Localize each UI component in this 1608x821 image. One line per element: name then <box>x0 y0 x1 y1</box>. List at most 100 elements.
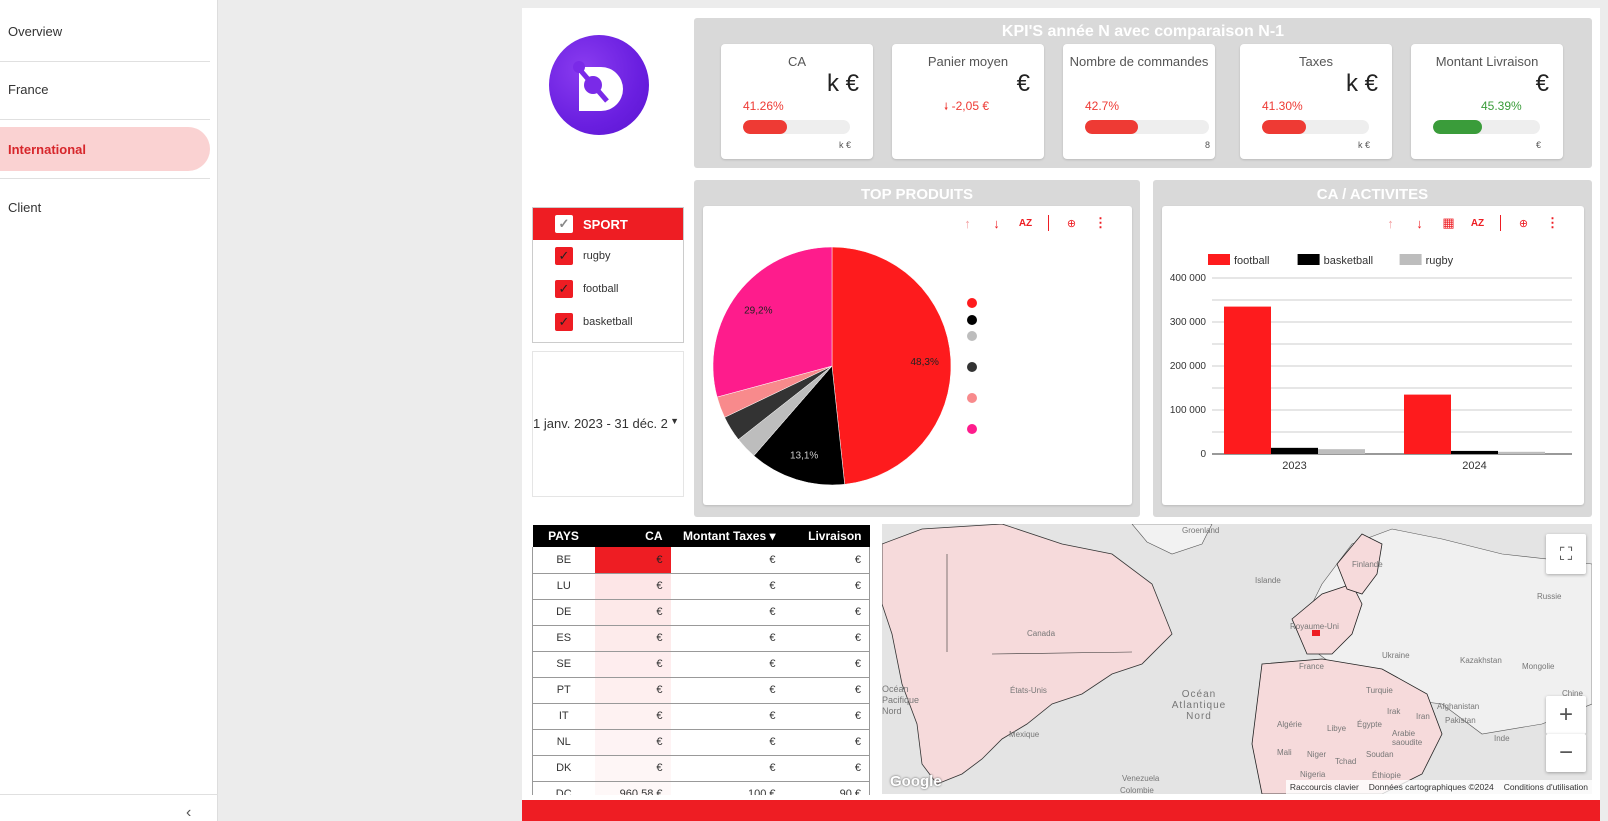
divider <box>0 119 210 120</box>
chart-type-icon[interactable]: ▦ <box>1442 215 1455 230</box>
nav-item-overview[interactable]: Overview <box>0 9 210 53</box>
check-all-icon[interactable]: ✓ <box>555 215 573 233</box>
map-attribution: Raccourcis clavier Données cartographiqu… <box>1285 780 1592 794</box>
legend-label[interactable]: football <box>1234 255 1269 267</box>
sort-ascending-icon[interactable]: ↑ <box>964 215 971 231</box>
bar[interactable] <box>1451 450 1498 454</box>
table-row[interactable]: PT € € € <box>532 677 870 704</box>
table-row[interactable]: DE € € € <box>532 599 870 626</box>
pie-slice[interactable] <box>712 246 833 398</box>
cell-pays: IT <box>532 703 595 730</box>
y-tick-label: 0 <box>1200 449 1206 460</box>
zoom-icon[interactable]: ⊕ <box>1066 217 1077 230</box>
kpi-delta: 🠗 -2,05 € <box>944 99 989 117</box>
date-range-picker[interactable]: 1 janv. 2023 - 31 déc. 2 ▼ <box>532 351 684 497</box>
nav-item-client[interactable]: Client <box>0 185 210 229</box>
fullscreen-icon[interactable]: ⛶ <box>1546 534 1586 574</box>
checkbox-checked-icon[interactable]: ✓ <box>555 280 573 298</box>
date-range-value: 1 janv. 2023 - 31 déc. 2 <box>533 416 668 431</box>
column-header-livraison[interactable]: Livraison <box>783 525 870 547</box>
checkbox-checked-icon[interactable]: ✓ <box>555 247 573 265</box>
map-ocean-label: Océan Pacifique Nord <box>882 684 920 716</box>
kpi-card-ca[interactable]: CA k € 41.26% k € <box>721 44 873 159</box>
kpi-percent: 42.7% <box>1085 99 1120 113</box>
x-tick-label: 2023 <box>1282 460 1306 472</box>
filter-option-basketball[interactable]: ✓ basketball <box>555 312 633 332</box>
map-label: Niger <box>1307 750 1327 759</box>
bar[interactable] <box>1224 306 1271 454</box>
data-table: PAYS CA Montant Taxes ▾ Livraison BE € € € L… <box>532 525 870 795</box>
checkbox-checked-icon[interactable]: ✓ <box>555 313 573 331</box>
sort-az-icon[interactable]: AZ <box>1018 217 1033 229</box>
bar[interactable] <box>1318 449 1365 454</box>
ca-activites-panel: CA / ACTIVITES ↑ ↓ ▦ AZ ⊕ ⋮ 0 100 000 200 … <box>1153 180 1592 517</box>
zoom-out-button[interactable]: − <box>1546 734 1586 772</box>
terms-link[interactable]: Conditions d'utilisation <box>1503 782 1588 792</box>
kpi-progress-bar <box>743 120 850 134</box>
kpi-card-montant-livraison[interactable]: Montant Livraison € 45.39% € <box>1411 44 1563 159</box>
map-label: Colombie <box>1120 786 1154 794</box>
cell-livraison: € <box>783 625 870 652</box>
kpi-percent: 45.39% <box>1481 99 1522 113</box>
cell-montant-taxes: € <box>670 625 784 652</box>
sort-descending-icon[interactable]: ↓ <box>993 215 1000 231</box>
keyboard-shortcuts-link[interactable]: Raccourcis clavier <box>1289 782 1359 792</box>
sport-filter-header[interactable]: ✓ SPORT <box>533 208 683 240</box>
kpi-label: CA <box>787 54 807 69</box>
sort-caret-icon: ▾ <box>769 529 776 543</box>
column-header-pays[interactable]: PAYS <box>532 525 595 547</box>
legend-marker <box>967 424 977 434</box>
sidebar: Overview France International Client ‹ <box>0 0 218 821</box>
legend-label[interactable]: rugby <box>1426 255 1454 267</box>
cell-ca: 960,58 € <box>594 781 671 795</box>
more-options-icon[interactable]: ⋮ <box>1094 215 1107 230</box>
filter-option-rugby[interactable]: ✓ rugby <box>555 246 611 266</box>
filter-option-label: rugby <box>583 250 611 262</box>
bar[interactable] <box>1271 447 1318 454</box>
collapse-sidebar-icon[interactable]: ‹ <box>186 804 192 821</box>
table-row[interactable]: ES € € € <box>532 625 870 652</box>
kpi-card-nombre-commandes[interactable]: Nombre de commandes 42.7% 8 <box>1063 44 1215 159</box>
kpi-value: k € <box>1345 70 1378 97</box>
legend-label[interactable]: basketball <box>1324 255 1374 267</box>
sort-descending-icon[interactable]: ↓ <box>1416 215 1423 231</box>
y-tick-label: 300 000 <box>1170 317 1207 328</box>
table-row[interactable]: DK € € € <box>532 755 870 782</box>
kpi-progress-fill <box>1433 120 1482 134</box>
table-row[interactable]: NL € € € <box>532 729 870 756</box>
map-label: Turquie <box>1366 686 1393 695</box>
sort-ascending-icon[interactable]: ↑ <box>1387 215 1394 231</box>
cell-livraison: € <box>783 599 870 626</box>
sort-az-icon[interactable]: AZ <box>1470 217 1485 229</box>
nav-item-international[interactable]: International <box>0 127 210 171</box>
nav-label: France <box>8 81 49 97</box>
nav-item-france[interactable]: France <box>0 67 210 111</box>
column-header-ca[interactable]: CA <box>594 525 671 547</box>
kpi-card-taxes[interactable]: Taxes k € 41.30% k € <box>1240 44 1392 159</box>
table-row[interactable]: IT € € € <box>532 703 870 730</box>
table-row[interactable]: DC 960,58 €100 €90 € <box>532 781 870 795</box>
column-header-label: Montant Taxes <box>683 529 767 543</box>
zoom-icon[interactable]: ⊕ <box>1518 217 1529 230</box>
zoom-in-button[interactable]: + <box>1546 696 1586 734</box>
filter-option-label: basketball <box>583 316 633 328</box>
table-row[interactable]: LU € € € <box>532 573 870 600</box>
kpi-label: Nombre de commandes <box>1069 54 1209 69</box>
bar[interactable] <box>1404 394 1451 454</box>
table-row[interactable]: BE € € € <box>532 547 870 574</box>
cell-pays: DC <box>532 781 595 795</box>
cell-ca: € <box>594 703 671 730</box>
map-label: Finlande <box>1352 560 1383 569</box>
kpi-percent: 41.26% <box>743 99 784 113</box>
filter-option-football[interactable]: ✓ football <box>555 279 618 299</box>
bar[interactable] <box>1498 451 1545 454</box>
pie-slice[interactable] <box>831 246 952 485</box>
map-label: Kazakhstan <box>1460 656 1502 665</box>
legend-swatch <box>1399 254 1422 265</box>
world-map[interactable]: Groenland Islande Finlande Russie Canada… <box>882 524 1592 794</box>
kpi-card-panier-moyen[interactable]: Panier moyen € 🠗 -2,05 € <box>892 44 1044 159</box>
more-options-icon[interactable]: ⋮ <box>1546 215 1559 230</box>
pie-slice[interactable] <box>753 365 845 486</box>
column-header-montant-taxes[interactable]: Montant Taxes ▾ <box>670 525 784 547</box>
table-row[interactable]: SE € € € <box>532 651 870 678</box>
